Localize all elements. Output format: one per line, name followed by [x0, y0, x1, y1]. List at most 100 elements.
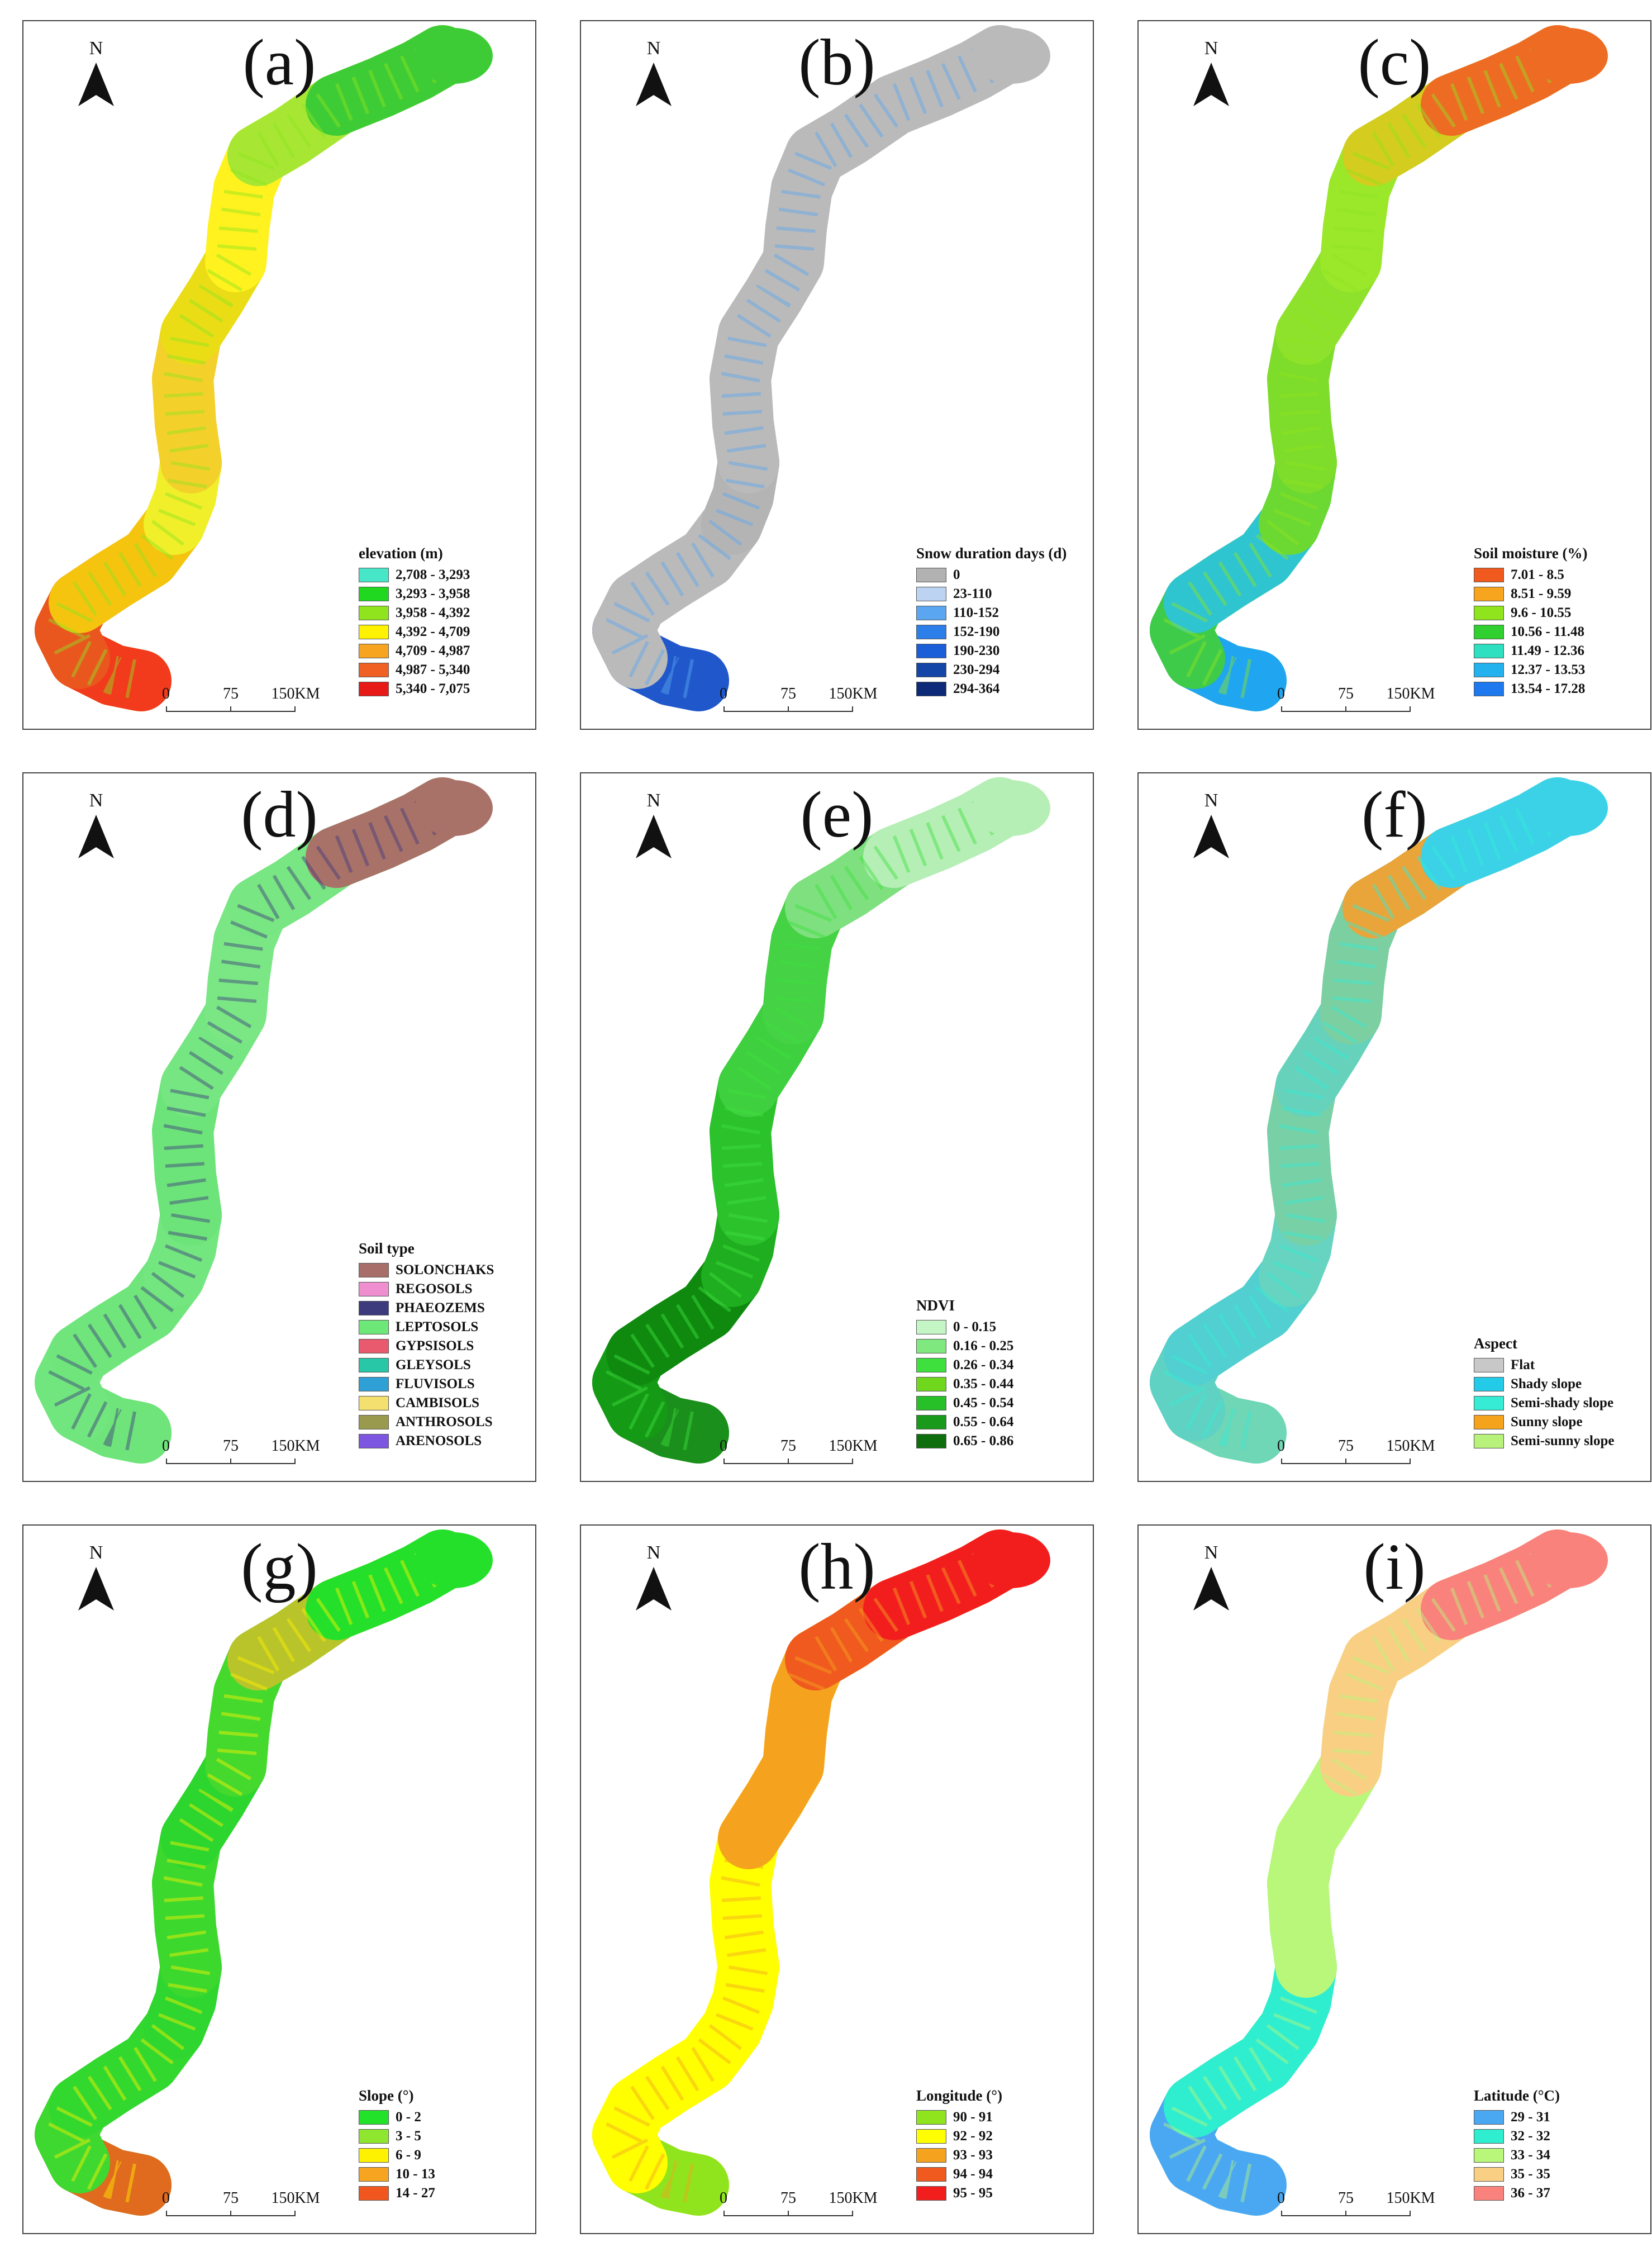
legend-swatch	[916, 1434, 946, 1448]
legend-swatch	[916, 2129, 946, 2144]
north-arrow: N	[1183, 1542, 1239, 1611]
legend-label: 10 - 13	[396, 2167, 435, 2182]
region-cap	[972, 1532, 1050, 1588]
legend-swatch	[359, 663, 389, 677]
legend-item: 3,958 - 4,392	[359, 604, 470, 623]
legend-item: 9.6 - 10.55	[1474, 604, 1588, 623]
legend-item: 190-230	[916, 642, 1067, 661]
legend-label: 11.49 - 12.36	[1511, 643, 1584, 658]
scale-label: 0	[720, 685, 727, 702]
panel-label: (g)	[241, 1530, 318, 1603]
legend-label: 92 - 92	[953, 2129, 993, 2144]
legend-item: GLEYSOLS	[359, 1356, 494, 1375]
north-arrow-icon	[78, 63, 114, 106]
legend: elevation (m) 2,708 - 3,293 3,293 - 3,958…	[359, 545, 470, 699]
scale-label: 75	[223, 685, 239, 702]
north-arrow-icon	[636, 815, 672, 858]
north-label: N	[1204, 1542, 1218, 1563]
scale-bar: 0 75 150KM	[1277, 685, 1449, 719]
legend-item: Sunny slope	[1474, 1413, 1614, 1432]
panel-label: (c)	[1358, 26, 1431, 99]
legend-swatch	[359, 1377, 389, 1391]
legend-label: GYPSISOLS	[396, 1338, 474, 1353]
legend-label: Shady slope	[1511, 1376, 1582, 1391]
scale-label: 0	[720, 1437, 727, 1455]
legend-label: 9.6 - 10.55	[1511, 605, 1572, 620]
scale-bar: 0 75 150KM	[162, 2189, 334, 2223]
scale-label: 75	[780, 685, 796, 702]
legend-swatch	[359, 1282, 389, 1296]
north-arrow: N	[626, 38, 682, 106]
legend-item: 3,293 - 3,958	[359, 585, 470, 604]
north-arrow: N	[68, 790, 124, 858]
region-texture	[1158, 791, 1568, 1452]
legend: Snow duration days (d) 0 23-110 110-152 152…	[916, 545, 1067, 699]
legend-label: 0	[953, 567, 960, 582]
legend-item: 0.16 - 0.25	[916, 1337, 1013, 1356]
legend-label: 0.45 - 0.54	[953, 1395, 1014, 1410]
legend-swatch	[359, 2167, 389, 2182]
legend-label: Semi-sunny slope	[1511, 1433, 1615, 1448]
legend-swatch	[1474, 2110, 1504, 2125]
north-arrow: N	[68, 1542, 124, 1611]
legend-swatch	[1474, 2148, 1504, 2163]
legend-item: 35 - 35	[1474, 2165, 1560, 2184]
scale-label: 0	[162, 2189, 170, 2207]
north-arrow: N	[1183, 38, 1239, 106]
legend-label: 29 - 31	[1511, 2110, 1550, 2125]
region-map	[1150, 1529, 1608, 2216]
legend-item: 10 - 13	[359, 2165, 435, 2184]
legend-item: 4,709 - 4,987	[359, 642, 470, 661]
region-texture	[43, 1543, 453, 2205]
legend-label: Semi-shady slope	[1511, 1395, 1614, 1410]
region-texture	[43, 39, 453, 700]
region-cap	[415, 1532, 493, 1588]
scale-label: 75	[1338, 2189, 1354, 2207]
scale-label: 75	[780, 2189, 796, 2207]
north-label: N	[1204, 38, 1218, 59]
legend-title: Snow duration days (d)	[916, 545, 1067, 562]
panel-label: (b)	[798, 26, 875, 99]
scale-label: 75	[223, 2189, 239, 2207]
legend-item: 3 - 5	[359, 2127, 435, 2146]
legend-item: 110-152	[916, 604, 1067, 623]
legend-swatch	[359, 1358, 389, 1372]
legend-label: 33 - 34	[1511, 2148, 1550, 2163]
scale-label: 75	[1338, 1437, 1354, 1455]
legend-swatch	[359, 2148, 389, 2163]
region-texture	[1158, 1543, 1568, 2205]
legend-swatch	[359, 568, 389, 582]
north-label: N	[646, 790, 661, 811]
scale-label: 0	[720, 2189, 727, 2207]
legend-swatch	[916, 1396, 946, 1410]
north-arrow-icon	[1193, 1567, 1229, 1611]
legend-item: 0 - 2	[359, 2108, 435, 2127]
legend-item: 10.56 - 11.48	[1474, 623, 1588, 642]
legend-item: Semi-sunny slope	[1474, 1432, 1614, 1451]
legend-swatch	[1474, 682, 1504, 696]
legend-item: REGOSOLS	[359, 1280, 494, 1299]
region-cap	[972, 780, 1050, 836]
legend-item: CAMBISOLS	[359, 1394, 494, 1413]
legend-item: LEPTOSOLS	[359, 1318, 494, 1337]
scale-label: 0	[1277, 685, 1285, 702]
legend-label: 14 - 27	[396, 2186, 435, 2201]
north-arrow: N	[1183, 790, 1239, 858]
legend-label: 7.01 - 8.5	[1511, 567, 1564, 582]
legend-label: 94 - 94	[953, 2167, 993, 2182]
legend-label: 3,958 - 4,392	[396, 605, 470, 620]
scale-label: 150KM	[829, 2189, 878, 2207]
legend-swatch	[916, 1415, 946, 1429]
region-map	[35, 777, 493, 1464]
region-texture	[601, 39, 1010, 700]
legend: Soil moisture (%) 7.01 - 8.5 8.51 - 9.59 9…	[1474, 545, 1588, 699]
legend-swatch	[916, 682, 946, 696]
legend-title: Soil type	[359, 1240, 415, 1257]
scale-label: 75	[223, 1437, 239, 1455]
region-map	[1150, 777, 1608, 1464]
legend-swatch	[359, 1396, 389, 1410]
north-arrow-icon	[636, 1567, 672, 1611]
legend-swatch	[359, 1415, 389, 1429]
legend-swatch	[1474, 2186, 1504, 2201]
north-arrow-icon	[636, 63, 672, 106]
